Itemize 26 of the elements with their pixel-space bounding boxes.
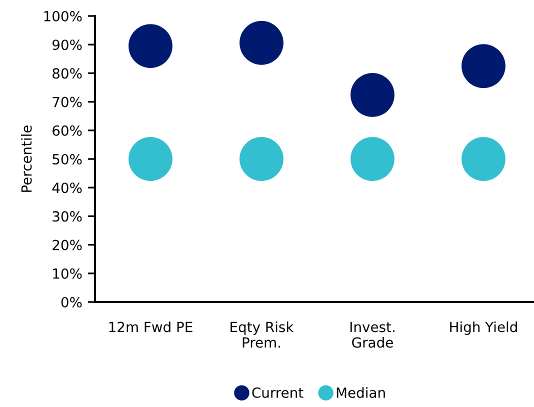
x-tick-label: Eqty Risk Prem. xyxy=(230,321,294,348)
point xyxy=(240,137,284,181)
y-axis-title: Percentile xyxy=(21,125,32,192)
point xyxy=(350,72,394,117)
x-tick-label: Invest. Grade xyxy=(350,322,394,348)
point xyxy=(128,137,172,181)
point xyxy=(462,137,506,181)
legend-label: Current xyxy=(252,387,304,398)
point xyxy=(128,24,172,68)
y-tick-label: 10% xyxy=(53,268,82,279)
y-tick-label: 90% xyxy=(52,40,82,50)
y-tick-label: 50% xyxy=(52,154,82,164)
legend-label: Median xyxy=(336,387,385,398)
y-tick-label: 30% xyxy=(52,211,82,222)
x-tick-label: High Yield xyxy=(450,321,517,335)
x-tick-label: 12m Fwd PE xyxy=(109,321,192,332)
point xyxy=(240,20,284,65)
y-tick-label: 60% xyxy=(52,125,82,136)
point xyxy=(462,44,506,88)
y-tick-label: 0% xyxy=(61,296,82,308)
y-tick-label: 40% xyxy=(52,182,82,194)
y-tick-label: 20% xyxy=(52,240,82,250)
point xyxy=(350,137,394,181)
y-tick-label: 100% xyxy=(44,10,82,22)
y-tick-label: 70% xyxy=(52,96,82,108)
y-tick-label: 80% xyxy=(52,68,82,79)
